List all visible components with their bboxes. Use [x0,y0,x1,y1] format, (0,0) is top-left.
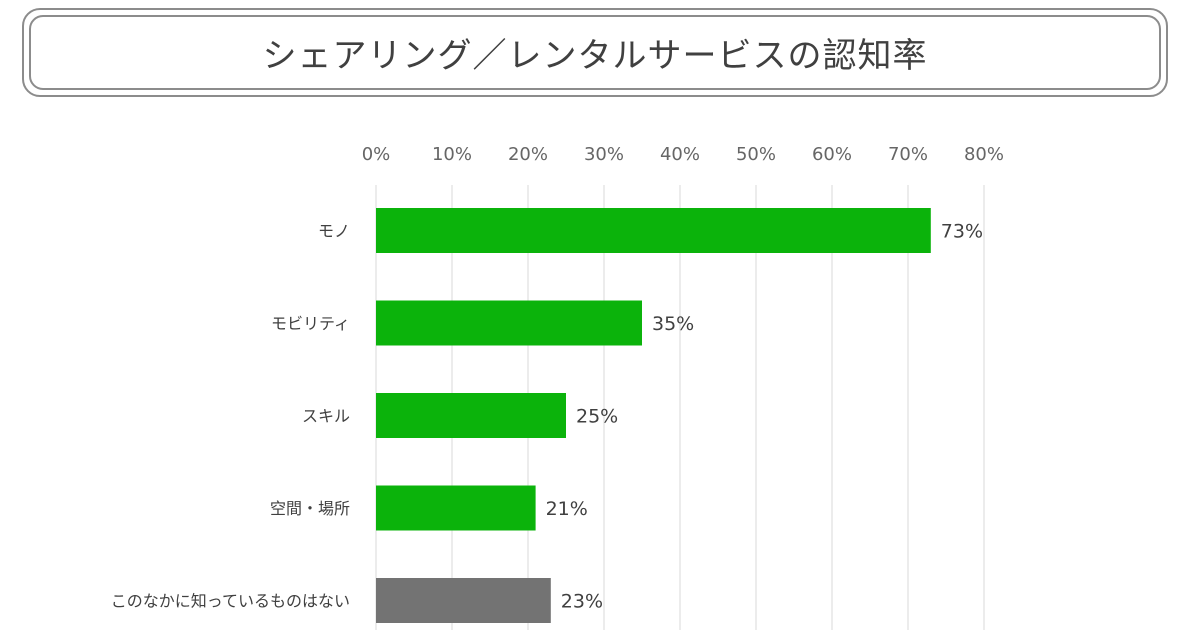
value-label: 73% [941,221,983,243]
category-label: スキル [302,407,350,426]
category-label: モビリティ [271,314,350,333]
category-label: このなかに知っているものはない [111,592,350,611]
x-tick-label: 80% [964,144,1004,165]
x-tick-label: 30% [584,144,624,165]
x-tick-label: 40% [660,144,700,165]
value-labels: 73% 35% 25% 21% 23% [546,221,983,613]
gridlines [375,185,985,630]
x-tick-label: 10% [432,144,472,165]
bars [376,208,931,623]
category-label: 空間・場所 [270,499,350,518]
chart-title-inner-frame: シェアリング／レンタルサービスの認知率 [29,15,1161,90]
value-label: 23% [561,591,603,613]
value-label: 35% [652,313,694,335]
x-tick-label: 50% [736,144,776,165]
x-tick-label: 70% [888,144,928,165]
x-tick-label: 0% [362,144,391,165]
bar [376,300,642,346]
chart-title-frame: シェアリング／レンタルサービスの認知率 [22,8,1168,97]
bar [376,208,931,253]
bar [376,485,536,531]
value-label: 21% [546,498,588,520]
value-label: 25% [576,406,618,428]
x-axis-ticks: 0% 10% 20% 30% 40% 50% 60% 70% 80% [362,144,1004,165]
bar [376,393,566,438]
x-tick-label: 60% [812,144,852,165]
chart-title: シェアリング／レンタルサービスの認知率 [262,36,928,76]
x-tick-label: 20% [508,144,548,165]
category-label: モノ [318,222,350,241]
bar [376,578,551,623]
